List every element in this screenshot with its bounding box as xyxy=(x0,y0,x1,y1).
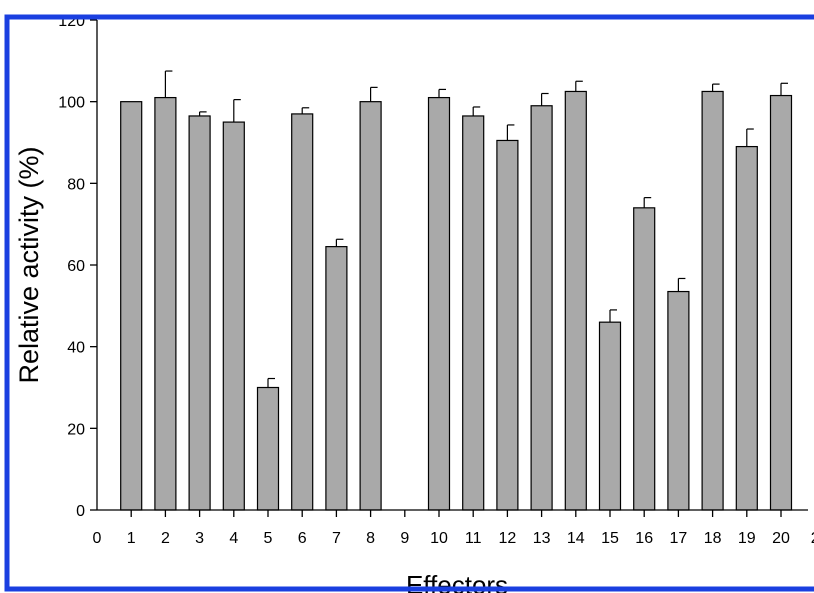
bar-effector-1 xyxy=(120,101,143,511)
x-tick-label: 18 xyxy=(704,530,722,547)
error-bar-effector-10 xyxy=(438,88,446,98)
y-tick-label: 80 xyxy=(67,176,85,193)
error-bar-effector-8 xyxy=(370,86,378,102)
error-bar-effector-18 xyxy=(711,83,720,92)
x-tick-label: 15 xyxy=(601,530,619,547)
x-tick-label: 3 xyxy=(195,530,204,547)
bar-effector-15 xyxy=(598,321,622,511)
bar-effector-2 xyxy=(154,96,177,511)
error-bar-effector-20 xyxy=(780,82,788,96)
y-tick-label: 0 xyxy=(76,503,85,520)
bar-effector-11 xyxy=(462,115,485,511)
x-tick-label: 14 xyxy=(567,530,585,547)
bar-effector-8 xyxy=(359,101,382,511)
x-tick-label: 12 xyxy=(499,530,517,547)
x-tick-label: 11 xyxy=(465,530,482,547)
error-bar-effector-5 xyxy=(267,377,275,388)
error-bar-effector-3 xyxy=(199,111,207,116)
bar-effector-10 xyxy=(427,96,451,511)
y-tick-label: 100 xyxy=(58,95,85,112)
x-tick-label: 1 xyxy=(127,530,136,547)
error-bar-effector-12 xyxy=(506,124,515,141)
x-tick-label: 7 xyxy=(332,530,341,547)
error-bar-effector-11 xyxy=(472,106,481,116)
y-tick-label: 60 xyxy=(67,258,85,275)
x-tick-label: 6 xyxy=(298,530,307,547)
error-bars-layer xyxy=(164,70,788,388)
error-bar-effector-16 xyxy=(643,197,652,208)
error-bar-effector-17 xyxy=(677,277,686,292)
y-tick-label: 40 xyxy=(67,340,85,357)
error-bar-effector-2 xyxy=(164,70,173,98)
bars-layer xyxy=(120,90,793,511)
x-tick-label: 20 xyxy=(772,530,790,547)
x-tick-label: 2 xyxy=(811,530,814,547)
x-tick-label: 16 xyxy=(635,530,653,547)
error-bar-effector-19 xyxy=(746,128,754,147)
bar-effector-13 xyxy=(530,105,553,511)
bar-effector-3 xyxy=(188,115,211,511)
bar-effector-20 xyxy=(769,94,793,511)
bar-effector-12 xyxy=(496,139,519,511)
x-tick-label: 2 xyxy=(161,530,170,547)
x-tick-label: 19 xyxy=(738,530,756,547)
x-tick-label: 13 xyxy=(533,530,551,547)
bar-effector-14 xyxy=(564,90,587,511)
bar-effector-16 xyxy=(633,207,656,511)
error-bar-effector-15 xyxy=(609,309,617,323)
figure-border xyxy=(4,14,814,592)
y-axis-label: Relative activity (%) xyxy=(14,146,44,383)
x-tick-label: 9 xyxy=(400,530,409,547)
bar-effector-6 xyxy=(291,113,314,511)
bar-effector-5 xyxy=(256,386,280,511)
x-tick-label: 8 xyxy=(366,530,375,547)
error-bar-effector-13 xyxy=(540,92,549,106)
x-tick-label: 0 xyxy=(93,530,102,547)
y-tick-label: 20 xyxy=(67,421,85,438)
error-bar-effector-6 xyxy=(301,107,310,114)
bar-effector-19 xyxy=(735,145,758,511)
bar-effector-17 xyxy=(667,290,690,511)
x-tick-label: 5 xyxy=(264,530,273,547)
x-tick-label: 4 xyxy=(229,530,238,547)
error-bar-effector-4 xyxy=(233,99,241,123)
x-tick-label: 17 xyxy=(670,530,688,547)
bar-effector-7 xyxy=(325,246,348,511)
error-bar-effector-7 xyxy=(335,238,344,247)
x-tick-label: 10 xyxy=(430,530,448,547)
bar-effector-18 xyxy=(701,90,724,511)
error-bar-effector-14 xyxy=(575,80,583,92)
x-ticks-layer: 012345678910111213141516171819202 xyxy=(93,510,814,547)
bar-effector-4 xyxy=(222,121,245,511)
